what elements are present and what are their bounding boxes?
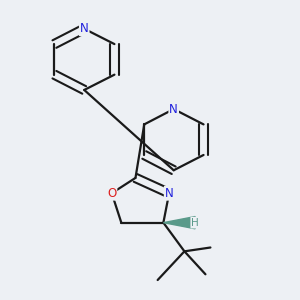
Text: N: N — [80, 22, 88, 35]
Polygon shape — [164, 217, 195, 229]
Text: O: O — [107, 187, 116, 200]
Text: H: H — [191, 218, 199, 228]
Text: N: N — [169, 103, 178, 116]
Text: N: N — [165, 187, 173, 200]
